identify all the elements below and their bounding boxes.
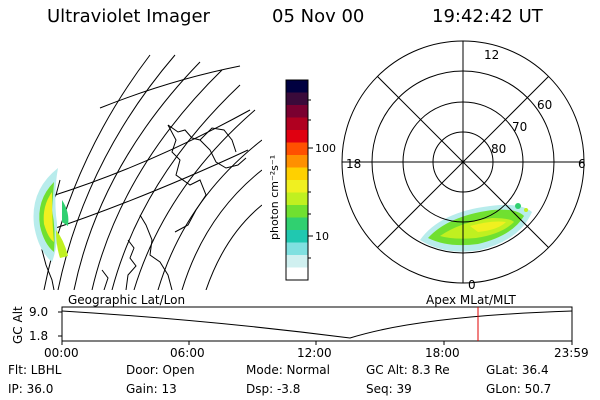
colorbar-cell (286, 155, 308, 168)
colorbar-cell (286, 130, 308, 143)
mlt-label-0: 0 (468, 278, 476, 292)
header-bar: Ultraviolet Imager 05 Nov 00 19:42:42 UT (0, 6, 600, 32)
status-ip: IP: 36.0 (8, 382, 54, 396)
status-glon: GLon: 50.7 (486, 382, 552, 396)
altitude-strip: GC Alt (11, 306, 573, 345)
polar-plot (341, 40, 585, 284)
colorbar-cell (286, 242, 308, 256)
strip-xtick-1800: 18:00 (425, 346, 460, 360)
colorbar-tick-100: 100 (315, 142, 336, 155)
panel-label-apex: Apex MLat/MLT (426, 293, 516, 307)
colorbar-cell (286, 92, 308, 106)
colorbar-frame (285, 79, 309, 281)
strip-xtick-0000: 00:00 (44, 346, 79, 360)
lat-label-60: 60 (537, 98, 552, 112)
colorbar-ticks (308, 99, 313, 259)
colorbar-cells (286, 80, 308, 281)
mlt-label-18: 18 (346, 157, 361, 171)
colorbar-cell (286, 267, 308, 281)
status-dsp: Dsp: -3.8 (246, 382, 301, 396)
colorbar-cell (286, 117, 308, 131)
status-mode: Mode: Normal (246, 363, 330, 377)
strip-xtick-1200: 12:00 (297, 346, 332, 360)
lat-label-70: 70 (512, 120, 527, 134)
geographic-map (33, 54, 262, 290)
lat-label-80: 80 (491, 142, 506, 156)
status-filter: Flt: LBHL (8, 363, 62, 377)
colorbar-cell (286, 167, 308, 181)
colorbar-cell (286, 217, 308, 231)
map-aurora-emission (33, 168, 69, 262)
time-label: 19:42:42 UT (432, 6, 543, 27)
mlt-label-12: 12 (484, 48, 499, 62)
strip-xtick-2359: 23:59 (554, 346, 589, 360)
mlt-line-diag-2 (377, 76, 549, 248)
status-door: Door: Open (126, 363, 195, 377)
map-grid (43, 54, 262, 290)
colorbar-cell (286, 80, 308, 93)
altitude-strip-frame (61, 306, 573, 342)
colorbar-cell (286, 205, 308, 218)
colorbar-unit-label: photon cm⁻²s⁻¹ (268, 155, 281, 240)
status-glat: GLat: 36.4 (486, 363, 549, 377)
instrument-title: Ultraviolet Imager (47, 6, 210, 27)
colorbar-cell (286, 105, 308, 118)
status-gain: Gain: 13 (126, 382, 177, 396)
strip-xtick-0600: 06:00 (170, 346, 205, 360)
altitude-axis-label: GC Alt (11, 306, 25, 344)
strip-ytick-high: 9.0 (29, 305, 49, 319)
colorbar-cell (286, 192, 308, 206)
strip-ytick-low: 1.8 (29, 329, 49, 343)
colorbar-cell (286, 230, 308, 243)
coastlines (41, 124, 247, 290)
colorbar-cell (286, 142, 308, 156)
status-seq: Seq: 39 (366, 382, 412, 396)
colorbar: 100 10 photon cm⁻²s⁻¹ (268, 79, 336, 281)
altitude-curve (61, 310, 573, 339)
colorbar-tick-10: 10 (315, 230, 329, 243)
date-label: 05 Nov 00 (272, 6, 365, 27)
colorbar-cell (286, 255, 308, 268)
panel-label-geographic: Geographic Lat/Lon (68, 293, 186, 307)
status-gc-alt: GC Alt: 8.3 Re (366, 363, 450, 377)
mlt-label-6: 6 (578, 157, 586, 171)
colorbar-cell (286, 180, 308, 193)
polar-aurora-emission (420, 203, 532, 252)
strip-ticks (58, 311, 573, 345)
